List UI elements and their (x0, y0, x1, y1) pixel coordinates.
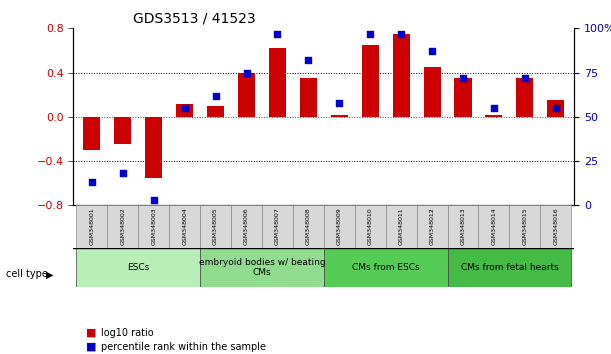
Point (458, 75, 468, 81)
FancyBboxPatch shape (138, 205, 169, 248)
Text: GSM348008: GSM348008 (306, 207, 311, 245)
Text: GSM348010: GSM348010 (368, 207, 373, 245)
Point (334, 100, 344, 105)
FancyBboxPatch shape (76, 205, 108, 248)
Point (397, 31, 406, 36)
Text: GSM348001: GSM348001 (89, 207, 94, 245)
Point (427, 48, 437, 54)
Text: log10 ratio: log10 ratio (101, 328, 153, 338)
Text: ▶: ▶ (46, 269, 53, 279)
Text: GDS3513 / 41523: GDS3513 / 41523 (133, 12, 256, 26)
Bar (300, 78, 317, 117)
FancyBboxPatch shape (417, 205, 447, 248)
FancyBboxPatch shape (447, 248, 571, 287)
FancyBboxPatch shape (324, 205, 355, 248)
Bar (485, 115, 502, 117)
Text: GSM348011: GSM348011 (398, 207, 404, 245)
Point (273, 31, 282, 36)
FancyBboxPatch shape (108, 205, 138, 248)
Text: GSM348007: GSM348007 (275, 207, 280, 245)
Bar (114, 117, 131, 144)
FancyBboxPatch shape (169, 205, 200, 248)
Text: GSM348015: GSM348015 (522, 207, 527, 245)
Text: ■: ■ (86, 342, 96, 352)
Text: ■: ■ (86, 328, 96, 338)
Text: percentile rank within the sample: percentile rank within the sample (101, 342, 266, 352)
Text: GSM348006: GSM348006 (244, 207, 249, 245)
Point (489, 105, 499, 111)
FancyBboxPatch shape (200, 248, 324, 287)
Bar (547, 100, 565, 117)
Bar (455, 78, 472, 117)
Point (87, 179, 97, 185)
Bar (83, 117, 100, 150)
FancyBboxPatch shape (510, 205, 540, 248)
Text: GSM348016: GSM348016 (554, 207, 558, 245)
FancyBboxPatch shape (386, 205, 417, 248)
FancyBboxPatch shape (231, 205, 262, 248)
Point (241, 70, 251, 75)
Point (304, 57, 313, 63)
Bar (393, 34, 409, 117)
Point (118, 171, 128, 176)
Bar (423, 67, 441, 117)
FancyBboxPatch shape (324, 248, 447, 287)
Point (211, 93, 221, 98)
Text: GSM348014: GSM348014 (491, 207, 496, 245)
Bar (145, 117, 163, 178)
Text: GSM348002: GSM348002 (120, 207, 125, 245)
Text: CMs from ESCs: CMs from ESCs (352, 263, 420, 272)
FancyBboxPatch shape (76, 248, 200, 287)
Bar (207, 106, 224, 117)
FancyBboxPatch shape (262, 205, 293, 248)
Bar (516, 78, 533, 117)
Text: GSM348004: GSM348004 (182, 207, 187, 245)
Bar (331, 115, 348, 117)
FancyBboxPatch shape (540, 205, 571, 248)
Text: GSM348009: GSM348009 (337, 207, 342, 245)
Text: CMs from fetal hearts: CMs from fetal hearts (461, 263, 558, 272)
Point (365, 31, 375, 36)
Bar (176, 104, 193, 117)
Text: GSM348013: GSM348013 (461, 207, 466, 245)
Point (551, 105, 561, 111)
Bar (362, 45, 379, 117)
Bar (238, 73, 255, 117)
Bar (269, 48, 286, 117)
Text: GSM348005: GSM348005 (213, 207, 218, 245)
FancyBboxPatch shape (478, 205, 510, 248)
Text: ESCs: ESCs (127, 263, 150, 272)
Text: GSM348003: GSM348003 (152, 207, 156, 245)
FancyBboxPatch shape (293, 205, 324, 248)
Text: GSM348012: GSM348012 (430, 207, 434, 245)
FancyBboxPatch shape (200, 205, 231, 248)
Text: cell type: cell type (6, 269, 48, 279)
Text: embryoid bodies w/ beating
CMs: embryoid bodies w/ beating CMs (199, 258, 325, 277)
FancyBboxPatch shape (447, 205, 478, 248)
Point (149, 197, 159, 203)
Point (180, 105, 189, 111)
Point (520, 75, 530, 81)
FancyBboxPatch shape (355, 205, 386, 248)
